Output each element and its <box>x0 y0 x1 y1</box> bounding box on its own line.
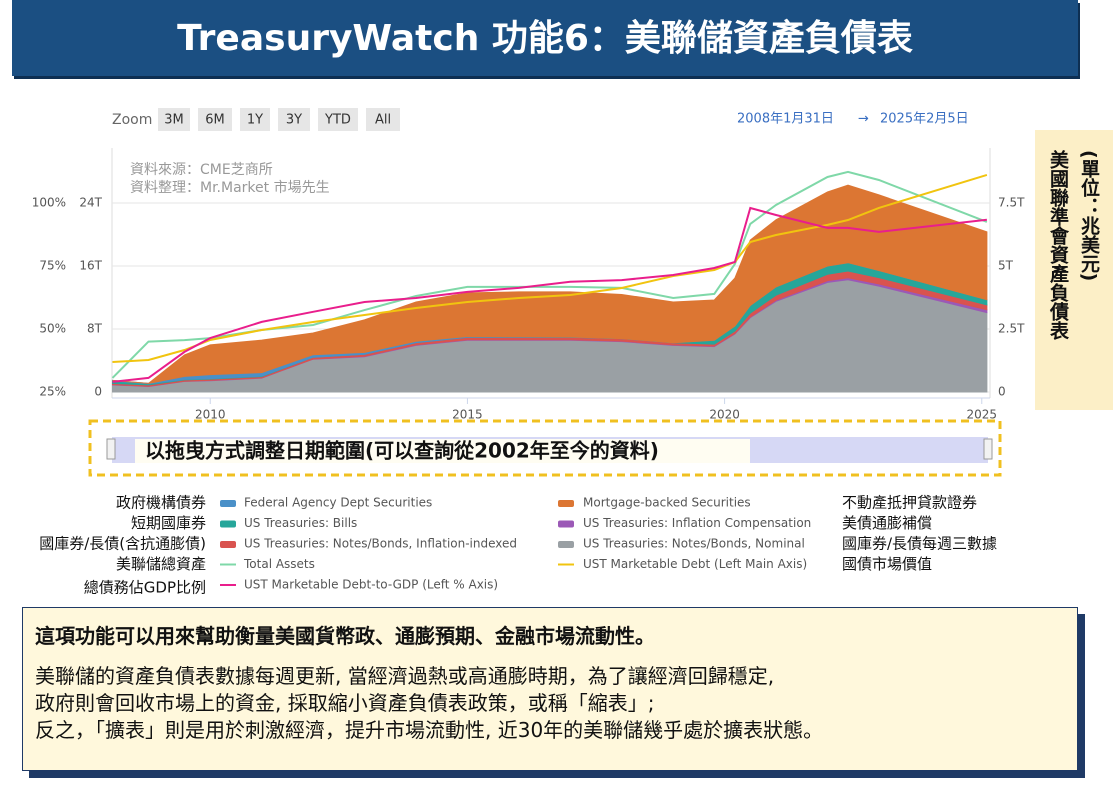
zoom-label: Zoom <box>112 112 152 128</box>
zoom-button-label[interactable]: 6M <box>205 113 225 128</box>
range-to: 2025年2月5日 <box>880 112 969 127</box>
zoom-button-label[interactable]: 3Y <box>286 113 302 128</box>
description-heading: 這項功能可以用來幫助衡量美國貨幣政、通膨預期、金融市場流動性。 <box>35 624 655 648</box>
x-tick-label: 2015 <box>452 408 483 422</box>
side-label: 美國聯準會資產負債表 (單位：兆美元) <box>1035 130 1113 410</box>
zoom-button-label[interactable]: All <box>375 113 391 128</box>
legend-label[interactable]: US Treasuries: Bills <box>244 516 357 530</box>
legend-note: 美聯儲總資產 <box>116 555 206 573</box>
zoom-button-label[interactable]: YTD <box>324 113 351 128</box>
stacked-area <box>112 184 988 384</box>
legend-swatch[interactable] <box>558 520 574 528</box>
legend-swatch[interactable] <box>220 541 236 548</box>
zoom-button[interactable] <box>318 108 358 131</box>
zoom-button-label[interactable]: 1Y <box>247 113 263 128</box>
x-tick-label: 2020 <box>709 408 740 422</box>
y3-tick-label: 75% <box>39 258 66 272</box>
side-unit: (單位：兆美元) <box>1078 150 1100 282</box>
zoom-button[interactable] <box>198 108 232 131</box>
y2-tick-label: 5T <box>998 258 1014 272</box>
legend-note: 美債通膨補償 <box>842 514 932 532</box>
y-tick-label: 8T <box>87 321 103 335</box>
y-tick-label: 24T <box>79 195 102 209</box>
zoom-button[interactable] <box>278 108 310 131</box>
zoom-button[interactable] <box>366 108 400 131</box>
legend-label[interactable]: US Treasuries: Inflation Compensation <box>583 516 811 530</box>
page-title: TreasuryWatch 功能6：美聯儲資產負債表 <box>177 18 913 59</box>
source-note: 資料整理：Mr.Market 市場先生 <box>130 179 330 196</box>
legend-label[interactable]: Federal Agency Dept Securities <box>244 496 432 510</box>
range-from: 2008年1月31日 <box>737 112 834 127</box>
source-note: 資料來源：CME芝商所 <box>130 162 273 178</box>
description: 這項功能可以用來幫助衡量美國貨幣政、通膨預期、金融市場流動性。 美聯儲的資產負債… <box>22 607 1078 771</box>
y2-tick-label: 7.5T <box>998 195 1025 209</box>
legend-note: 短期國庫券 <box>131 514 206 532</box>
legend-label[interactable]: US Treasuries: Notes/Bonds, Nominal <box>583 537 805 551</box>
navigator-hint: 以拖曳方式調整日期範圍(可以查詢從2002年至今的資料) <box>145 439 659 463</box>
description-line: 反之，「擴表」則是用於刺激經濟，提升市場流動性, 近30年的美聯儲幾乎處於擴表狀… <box>35 718 824 742</box>
legend-note: 政府機構債券 <box>116 494 206 512</box>
y3-tick-label: 25% <box>39 385 66 399</box>
legend-note: 國庫券/長債每週三數據 <box>842 535 997 553</box>
line-series <box>112 206 988 383</box>
legend-label[interactable]: UST Marketable Debt-to-GDP (Left % Axis) <box>244 578 498 592</box>
navigator-hint-bg <box>135 439 750 463</box>
legend-swatch[interactable] <box>220 500 236 507</box>
y2-tick-label: 2.5T <box>998 321 1025 335</box>
legend-label[interactable]: US Treasuries: Notes/Bonds, Inflation-in… <box>244 537 517 551</box>
zoom-button[interactable] <box>240 108 270 131</box>
zoom-button-label[interactable]: 3M <box>164 113 184 128</box>
legend-note: 總債務佔GDP比例 <box>84 579 206 597</box>
range-arrow: → <box>858 112 869 127</box>
chart: TreasuryWatch 功能6：美聯儲資產負債表 Zoom 2008年1月3… <box>12 0 1080 597</box>
navigator-handle[interactable] <box>106 438 116 460</box>
y3-tick-label: 50% <box>39 321 66 335</box>
side-title: 美國聯準會資產負債表 <box>1047 150 1069 340</box>
y-tick-label: 16T <box>79 258 102 272</box>
line-series <box>112 173 988 363</box>
legend-swatch[interactable] <box>220 520 236 528</box>
navigator-frame <box>88 419 1002 477</box>
zoom-button[interactable] <box>158 108 190 131</box>
banner <box>12 0 1078 76</box>
x-tick-label: 2025 <box>966 408 997 422</box>
line-series <box>111 170 988 379</box>
description-line: 政府則會回收市場上的資金, 採取縮小資產負債表政策，或稱「縮表」; <box>35 691 655 715</box>
y-tick-label: 0 <box>94 385 102 399</box>
legend-note: 國庫券/長債(含抗通膨債) <box>39 535 206 553</box>
y2-tick-label: 0 <box>998 385 1006 399</box>
legend-note: 國債市場價值 <box>842 555 932 573</box>
legend-label[interactable]: UST Marketable Debt (Left Main Axis) <box>583 557 807 571</box>
legend-swatch[interactable] <box>558 500 574 507</box>
legend-note: 不動產抵押貸款證券 <box>842 494 977 512</box>
legend-swatch[interactable] <box>558 541 574 548</box>
y3-tick-label: 100% <box>32 195 66 209</box>
x-tick-label: 2010 <box>195 408 226 422</box>
navigator-handle[interactable] <box>983 438 993 460</box>
description-line: 美聯儲的資產負債表數據每週更新, 當經濟過熱或高通膨時期，為了讓經濟回歸穩定, <box>35 664 775 688</box>
legend-label[interactable]: Total Assets <box>243 557 315 571</box>
legend-label[interactable]: Mortgage-backed Securities <box>583 496 751 510</box>
